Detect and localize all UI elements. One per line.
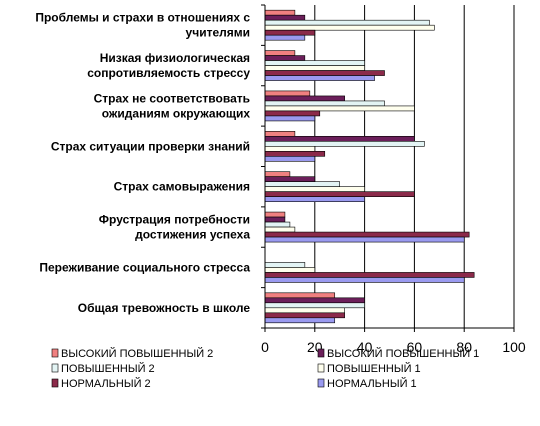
bar	[264, 115, 316, 122]
bar	[264, 70, 385, 76]
bar	[264, 262, 306, 268]
bar	[264, 292, 336, 299]
bar	[264, 55, 306, 61]
bar	[264, 277, 465, 283]
bar	[264, 156, 316, 162]
bar	[264, 176, 316, 182]
bar	[264, 14, 306, 21]
bar	[264, 100, 385, 107]
bar	[264, 317, 336, 324]
bar	[264, 231, 470, 238]
legend-swatch	[317, 363, 325, 373]
bar	[264, 211, 286, 218]
bar	[264, 24, 435, 31]
legend-swatch	[51, 348, 59, 358]
bar	[264, 105, 415, 112]
bar	[264, 191, 415, 197]
category-label: Страх ситуации проверки знаний	[51, 139, 250, 153]
bar	[264, 9, 296, 16]
category-label: Переживание социального стресса	[39, 260, 250, 274]
bar	[264, 29, 316, 36]
category-label: Фрустрация потребности достижения успеха	[99, 213, 251, 242]
bar	[264, 19, 430, 26]
category-label: Страх не соответствовать ожиданиям окружа…	[94, 91, 251, 120]
x-tick-label: 0	[261, 339, 269, 355]
bar	[264, 236, 465, 243]
bar	[264, 151, 326, 157]
x-tick-label: 100	[502, 339, 526, 355]
legend-label: НОРМАЛЬНЫЙ 2	[61, 377, 151, 390]
value-axis: 0 20 40 60 80 100	[261, 4, 526, 355]
bars	[264, 9, 475, 324]
legend-label: ПОВЫШЕННЫЙ 2	[61, 362, 155, 375]
bar	[264, 312, 345, 319]
bar	[264, 307, 345, 314]
bar	[264, 75, 375, 81]
bar	[264, 272, 475, 278]
x-tick-label: 60	[407, 339, 423, 355]
bar	[264, 110, 321, 117]
bar	[264, 226, 296, 233]
legend-swatch	[317, 348, 325, 358]
bar	[264, 95, 345, 102]
category-label: Общая тревожность в школе	[78, 301, 251, 315]
bar	[264, 196, 365, 202]
bar	[264, 186, 365, 192]
bar	[264, 216, 286, 223]
bar	[264, 60, 365, 66]
bar	[264, 65, 365, 71]
bar	[264, 171, 291, 177]
legend-label: ВЫСОКИЙ ПОВЫШЕННЫЙ 1	[327, 347, 479, 360]
bar	[264, 297, 365, 304]
legend-label: ВЫСОКИЙ ПОВЫШЕННЫЙ 2	[61, 347, 213, 360]
legend-swatch	[317, 378, 325, 388]
category-label: Проблемы и страхи в отношениях с учителям…	[35, 11, 250, 40]
bar	[264, 50, 296, 56]
category-labels: Проблемы и страхи в отношениях с учителям…	[35, 11, 250, 315]
x-tick-label: 80	[456, 339, 472, 355]
category-label: Низкая физиологическая сопротивляемость с…	[87, 51, 250, 80]
legend-label: ПОВЫШЕННЫЙ 1	[327, 362, 421, 375]
bar	[264, 146, 316, 152]
legend-swatch	[51, 363, 59, 373]
bar	[264, 136, 415, 142]
legend-label: НОРМАЛЬНЫЙ 1	[327, 377, 417, 390]
bar	[264, 181, 340, 187]
bar	[264, 90, 311, 97]
legend: ВЫСОКИЙ ПОВЫШЕННЫЙ 2 ВЫСОКИЙ ПОВЫШЕННЫЙ 1…	[51, 347, 479, 390]
bar	[264, 221, 291, 228]
category-label: Страх самовыражения	[114, 180, 250, 194]
bar	[264, 34, 306, 41]
bar	[264, 141, 425, 147]
x-tick-label: 40	[357, 339, 373, 355]
bar	[264, 302, 365, 309]
bar	[264, 131, 296, 137]
legend-swatch	[51, 378, 59, 388]
bar	[264, 267, 316, 273]
